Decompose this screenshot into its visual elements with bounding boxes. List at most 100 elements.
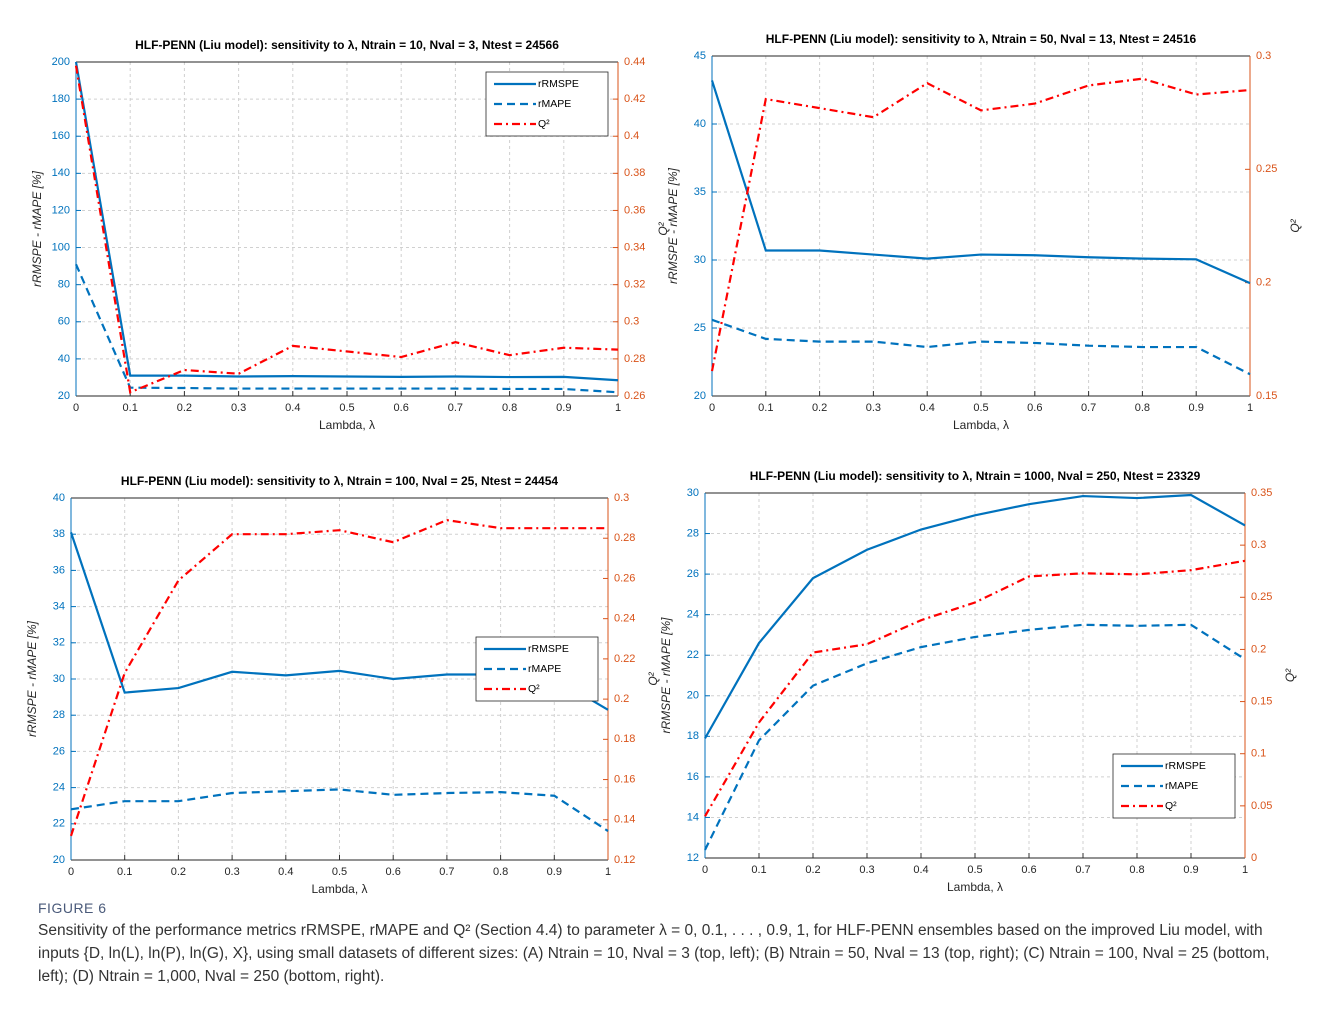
y-tick-label: 26: [687, 568, 699, 580]
x-tick-label: 0.8: [502, 402, 517, 414]
y-axis-label: rRMSPE - rMAPE [%]: [666, 167, 680, 284]
legend-label: rRMSPE: [1165, 760, 1206, 772]
x-tick-label: 0: [709, 402, 715, 414]
legend-label: Q²: [528, 683, 540, 695]
x-tick-label: 0.3: [231, 402, 246, 414]
x-tick-label: 0: [73, 402, 79, 414]
y2-tick-label: 0.24: [614, 613, 635, 625]
series-line: [710, 77, 1251, 372]
y2-tick-label: 0.1: [1251, 748, 1266, 760]
y-tick-label: 35: [694, 186, 706, 198]
x-tick-label: 0.2: [812, 402, 827, 414]
y2-axis-label: Q²: [1283, 668, 1297, 682]
x-tick-label: 1: [615, 402, 621, 414]
y-tick-label: 30: [694, 254, 706, 266]
y-tick-label: 36: [53, 564, 65, 576]
legend-box: [1112, 753, 1236, 819]
series-line: [704, 493, 1246, 739]
y2-tick-label: 0.38: [624, 167, 645, 179]
legend-box: [485, 71, 609, 137]
x-tick-label: 0.2: [177, 402, 192, 414]
y2-tick-label: 0.3: [1251, 539, 1266, 551]
y2-tick-label: 0.25: [1251, 591, 1272, 603]
series-line: [69, 518, 608, 837]
y2-tick-label: 0.44: [624, 56, 645, 68]
y2-axis-label: Q²: [1288, 218, 1302, 232]
y-tick-label: 16: [687, 771, 699, 783]
legend-label: Q²: [538, 118, 550, 130]
chart: 0 0.1 0.2 0.3 0.4 0.5 0.6 0.7 0.8 0.9 120406080100…: [30, 38, 670, 432]
y2-tick-label: 0.32: [624, 279, 645, 291]
x-tick-label: 0.8: [1135, 402, 1150, 414]
y-tick-label: 14: [687, 811, 699, 823]
y-tick-label: 45: [694, 50, 706, 62]
series-line: [74, 61, 619, 382]
legend-label: rMAPE: [528, 663, 561, 675]
chart: 0 0.1 0.2 0.3 0.4 0.5 0.6 0.7 0.8 0.9 1 12 14 16 18 20 2…: [659, 469, 1297, 894]
x-tick-label: 0.3: [224, 866, 239, 878]
y2-tick-label: 0.28: [614, 532, 635, 544]
x-tick-label: 0.4: [913, 864, 928, 876]
y-tick-label: 22: [687, 649, 699, 661]
y-tick-label: 24: [687, 609, 699, 621]
chart-title: HLF-PENN (Liu model): sensitivity to λ, …: [121, 474, 558, 488]
x-tick-label: 0.7: [439, 866, 454, 878]
series-line: [704, 623, 1246, 851]
y-tick-label: 30: [53, 673, 65, 685]
y-tick-label: 180: [52, 93, 70, 105]
y-tick-label: 12: [687, 852, 699, 864]
y2-tick-label: 0.15: [1256, 390, 1277, 402]
x-tick-label: 0.9: [547, 866, 562, 878]
x-tick-label: 0.4: [285, 402, 300, 414]
x-tick-label: 0.5: [967, 864, 982, 876]
y-tick-label: 28: [53, 709, 65, 721]
y-tick-label: 40: [53, 492, 65, 504]
y-tick-label: 38: [53, 528, 65, 540]
y2-tick-label: 0.26: [614, 572, 635, 584]
x-tick-label: 1: [1242, 864, 1248, 876]
y2-tick-label: 0.15: [1251, 695, 1272, 707]
x-tick-label: 1: [1247, 402, 1253, 414]
legend-label: rRMSPE: [528, 643, 569, 655]
series-line: [704, 559, 1246, 817]
y2-tick-label: 0.26: [624, 390, 645, 402]
y2-tick-label: 0.12: [614, 854, 635, 866]
y2-tick-label: 0.4: [624, 130, 639, 142]
x-tick-label: 0.4: [278, 866, 293, 878]
x-tick-label: 1: [605, 866, 611, 878]
figure-label: FIGURE 6: [38, 900, 107, 916]
y-tick-label: 30: [687, 487, 699, 499]
x-tick-label: 0.8: [1129, 864, 1144, 876]
y2-tick-label: 0.36: [624, 204, 645, 216]
series-line: [711, 318, 1251, 376]
y-axis-label: rRMSPE - rMAPE [%]: [659, 617, 673, 734]
y-tick-label: 22: [53, 818, 65, 830]
y2-axis-label: Q²: [656, 221, 670, 235]
y2-tick-label: 0.2: [1256, 277, 1271, 289]
figure-caption: Sensitivity of the performance metrics r…: [38, 922, 1270, 985]
x-tick-label: 0.2: [171, 866, 186, 878]
y-tick-label: 18: [687, 730, 699, 742]
x-axis-label: Lambda, λ: [311, 882, 367, 895]
x-tick-label: 0.2: [805, 864, 820, 876]
legend-label: rMAPE: [1165, 780, 1198, 792]
y-tick-label: 24: [53, 782, 65, 794]
y-tick-label: 80: [58, 279, 70, 291]
x-tick-label: 0.5: [339, 402, 354, 414]
y2-tick-label: 0.3: [1256, 50, 1271, 62]
y-tick-label: 20: [53, 854, 65, 866]
x-tick-label: 0.1: [758, 402, 773, 414]
x-tick-label: 0.5: [973, 402, 988, 414]
y2-tick-label: 0.28: [624, 353, 645, 365]
x-axis-label: Lambda, λ: [953, 418, 1009, 432]
chart-title: HLF-PENN (Liu model): sensitivity to λ, …: [766, 32, 1197, 46]
y-tick-label: 20: [687, 690, 699, 702]
y-tick-label: 40: [694, 118, 706, 130]
x-tick-label: 0.6: [1021, 864, 1036, 876]
legend-label: rRMSPE: [538, 78, 579, 90]
x-tick-label: 0.6: [1027, 402, 1042, 414]
y-axis-label: rRMSPE - rMAPE [%]: [25, 620, 39, 737]
chart: 0 0.1 0.2 0.3 0.4 0.5 0.6 0.7 0.8 0.9 1 20 25 30 35 40 4…: [666, 32, 1302, 432]
x-tick-label: 0.9: [1183, 864, 1198, 876]
